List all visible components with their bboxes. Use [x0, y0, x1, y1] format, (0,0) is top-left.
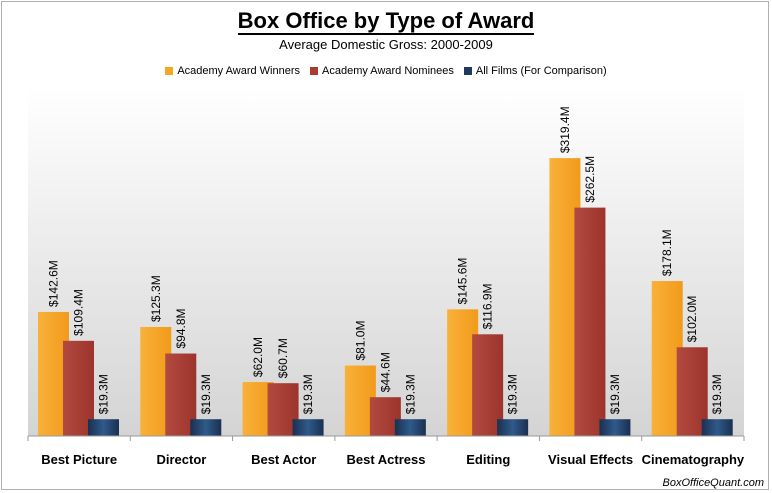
chart-subtitle: Average Domestic Gross: 2000-2009 — [279, 37, 493, 52]
legend-item-all-films: All Films (For Comparison) — [463, 65, 607, 77]
data-label: $116.9M — [481, 283, 495, 329]
bar-all-films — [599, 419, 631, 436]
bar-all-films — [497, 419, 529, 436]
bar-all-films — [701, 419, 733, 436]
data-label: $94.8M — [174, 308, 188, 348]
data-label: $81.0M — [353, 320, 367, 360]
legend-label-all-films: All Films (For Comparison) — [475, 65, 607, 77]
category-label: Best Actress — [346, 452, 425, 467]
data-label: $19.3M — [199, 374, 213, 414]
category-label: Visual Effects — [548, 452, 633, 467]
bars-group — [38, 158, 733, 436]
legend-item-winners: Academy Award Winners — [165, 65, 300, 77]
data-label: $319.4M — [558, 106, 572, 153]
bar-all-films — [88, 419, 119, 436]
legend-swatch-nominees — [310, 67, 318, 75]
category-label: Best Actor — [251, 452, 316, 467]
legend-swatch-all-films — [463, 67, 472, 75]
data-label: $145.6M — [456, 258, 470, 305]
data-label: $60.7M — [276, 338, 290, 378]
chart-legend: Academy Award Winners Academy Award Nomi… — [0, 65, 772, 77]
data-label: $142.6M — [47, 260, 61, 307]
category-labels-group: Best Picture Director Best Actor Best Actre… — [41, 452, 745, 467]
bar-all-films — [292, 419, 324, 436]
data-label: $19.3M — [608, 374, 622, 414]
legend-label-winners: Academy Award Winners — [177, 65, 300, 77]
data-label: $44.6M — [378, 352, 392, 392]
category-label: Best Picture — [41, 452, 117, 467]
chart-title: Box Office by Type of Award — [237, 8, 535, 35]
legend-swatch-winners — [165, 67, 174, 75]
data-label: $125.3M — [149, 275, 163, 322]
x-axis-ticks — [27, 436, 745, 441]
category-label: Director — [156, 452, 206, 467]
data-label: $19.3M — [301, 374, 315, 414]
legend-label-nominees: Academy Award Nominees — [322, 65, 454, 77]
category-label: Editing — [466, 452, 510, 467]
bar-nominees — [472, 334, 504, 436]
data-labels-group: $142.6M $109.4M $19.3M $125.3M $94.8M $19.3M $… — [47, 106, 725, 414]
data-label: $19.3M — [710, 374, 724, 414]
data-label: $178.1M — [660, 229, 674, 276]
bar-all-films — [394, 419, 426, 436]
legend-item-nominees: Academy Award Nominees — [310, 65, 454, 77]
data-label: $262.5M — [583, 156, 597, 203]
data-label: $109.4M — [72, 289, 86, 336]
source-credit: BoxOfficeQuant.com — [662, 477, 765, 489]
data-label: $19.3M — [506, 374, 520, 414]
data-label: $19.3M — [97, 374, 111, 414]
data-label: $62.0M — [251, 337, 265, 377]
bar-nominees — [574, 207, 606, 436]
data-label: $19.3M — [403, 374, 417, 414]
data-label: $102.0M — [685, 296, 699, 343]
category-label: Cinematography — [642, 452, 745, 467]
bar-all-films — [190, 419, 222, 436]
